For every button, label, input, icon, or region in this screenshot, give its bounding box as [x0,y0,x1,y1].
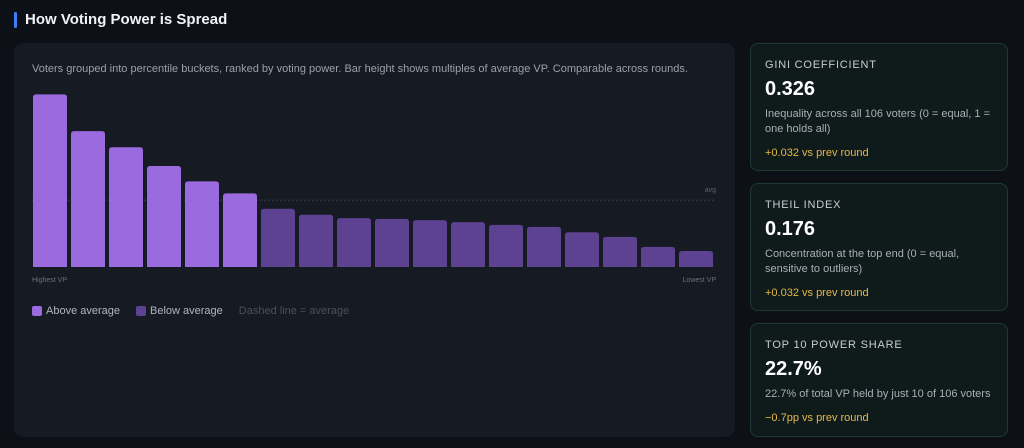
bar [71,131,105,267]
bar [109,147,143,267]
card-description: 22.7% of total VP held by just 10 of 106… [765,388,991,400]
card-change: −0.7pp vs prev round [765,412,869,424]
bar [375,218,409,267]
bar [565,232,599,267]
legend-label: Below average [150,305,223,317]
card-description: Inequality across all 106 voters (0 = eq… [765,108,991,135]
bar [33,94,67,267]
chart-panel: Voters grouped into percentile buckets, … [14,43,735,437]
bar [451,222,485,267]
x-tick-label: Lowest VP [683,277,717,284]
legend-swatch [32,306,42,316]
chart: Voters grouped into percentile buckets, … [32,63,717,317]
accent-bar [14,12,17,28]
card-title: GINI COEFFICIENT [765,59,877,71]
average-label: avg [705,187,716,194]
stat-card: THEIL INDEX 0.176 Concentration at the top… [750,183,1008,311]
legend-label: Above average [46,305,120,317]
bar [603,236,637,267]
legend-swatch [136,306,146,316]
bar [185,181,219,267]
card-change: +0.032 vs prev round [765,147,869,159]
bar [299,214,333,267]
bar [223,193,257,267]
legend-note: Dashed line = average [239,305,349,317]
bar [489,224,523,267]
card-title: THEIL INDEX [765,199,842,211]
card-title: TOP 10 POWER SHARE [765,339,903,351]
card-value: 22.7% [765,358,822,380]
bar [413,220,447,267]
bar [147,165,181,267]
section-title: How Voting Power is Spread [25,11,228,28]
bar [337,218,371,267]
chart-subtitle: Voters grouped into percentile buckets, … [32,63,688,75]
card-change: +0.032 vs prev round [765,287,869,299]
bar [527,226,561,267]
stat-card: GINI COEFFICIENT 0.326 Inequality across a… [750,43,1008,171]
bar [679,250,713,267]
stat-card: TOP 10 POWER SHARE 22.7% 22.7% of total VP… [750,323,1008,437]
x-tick-label: Highest VP [32,277,67,284]
bar [641,246,675,267]
card-description: Concentration at the top end (0 = equal,… [765,248,960,275]
card-value: 0.326 [765,78,816,100]
bar [261,208,295,267]
card-value: 0.176 [765,218,816,240]
